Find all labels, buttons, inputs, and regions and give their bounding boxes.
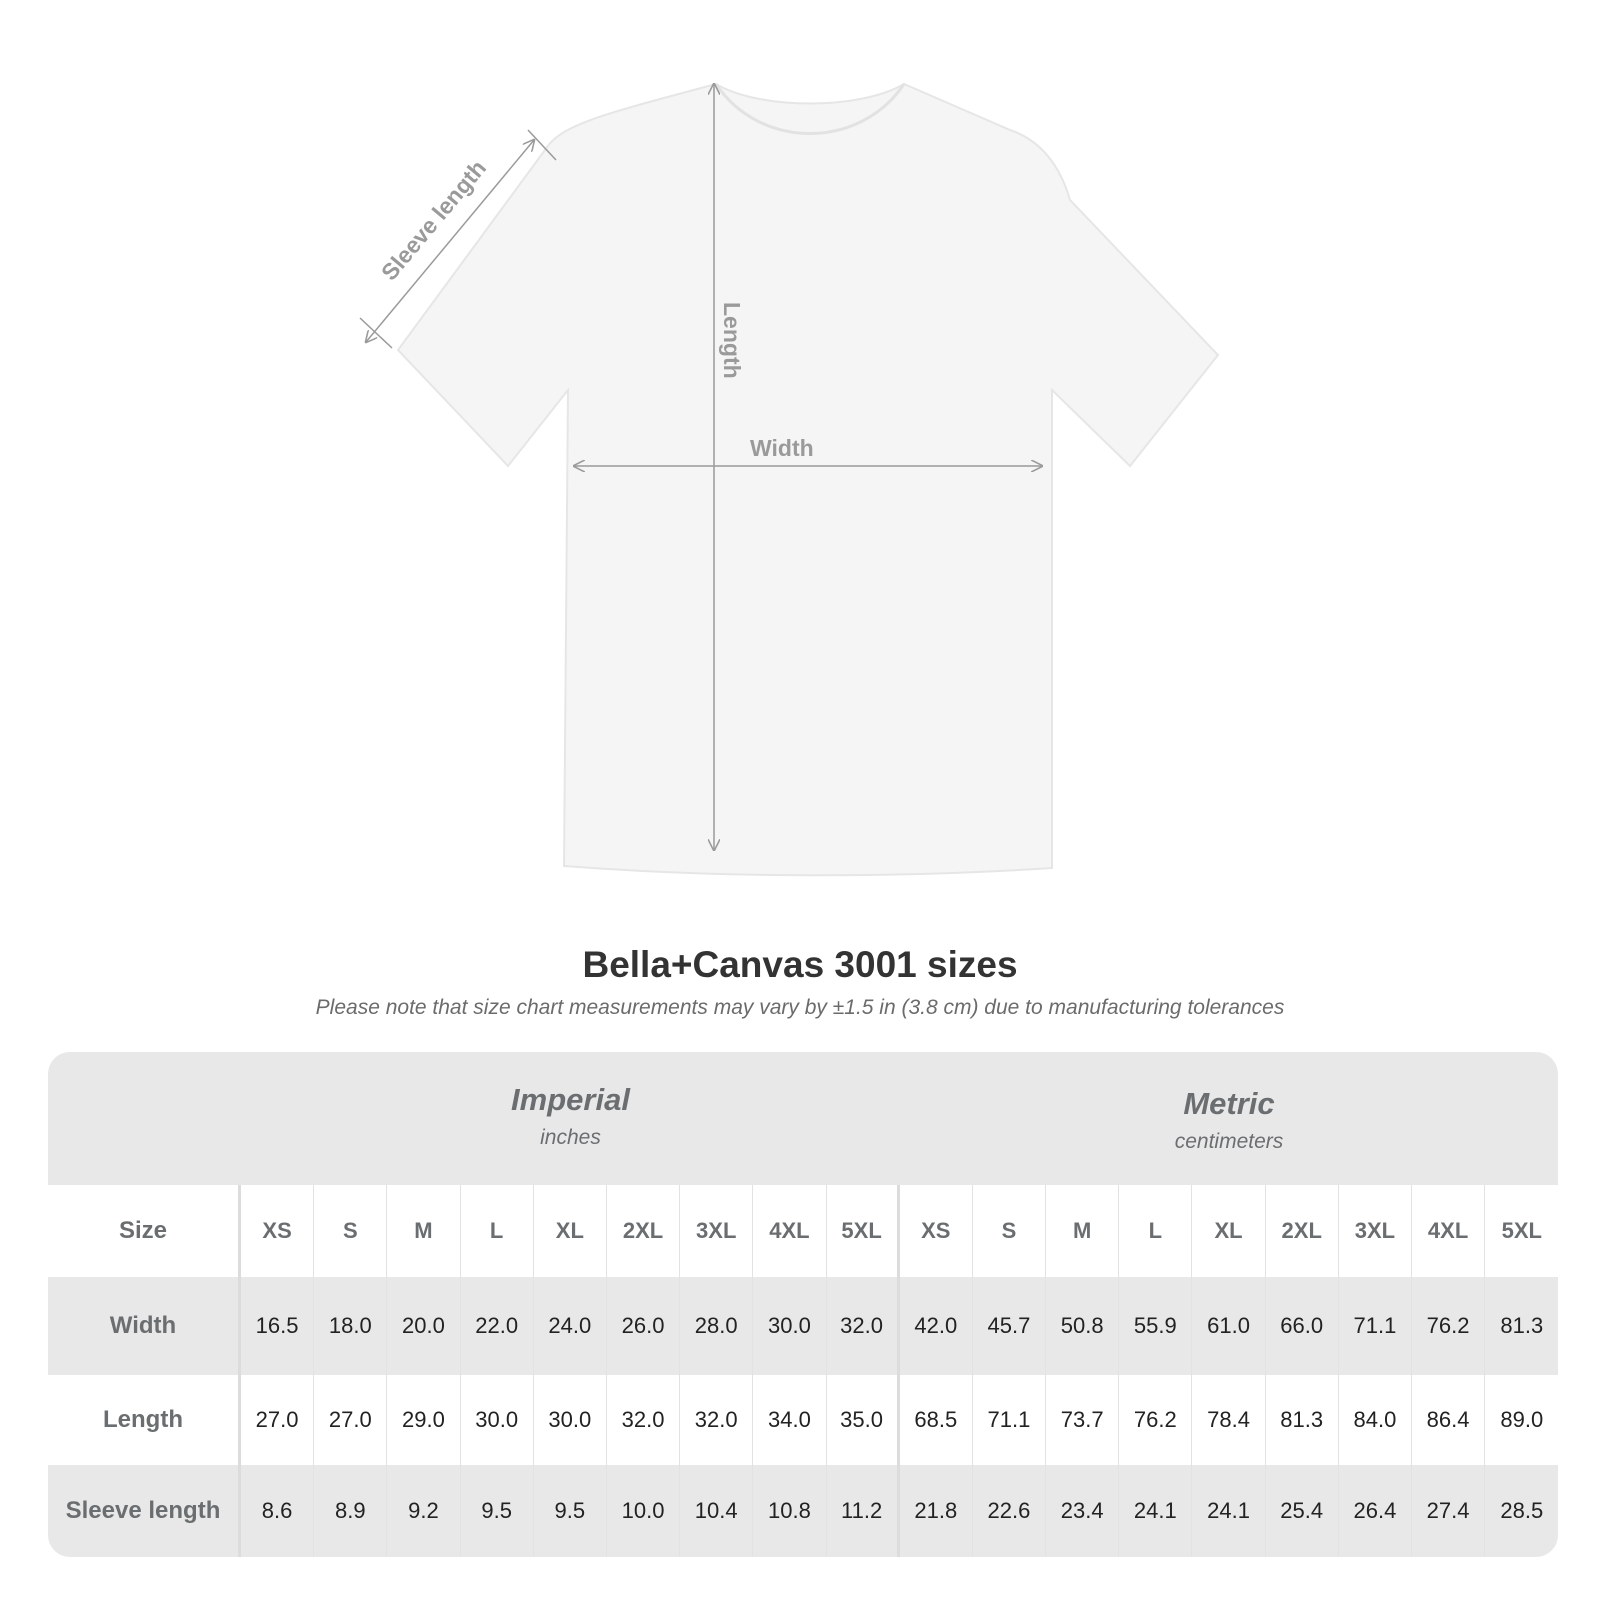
table-cell: 26.0 bbox=[607, 1277, 681, 1375]
table-cell: 27.0 bbox=[241, 1375, 315, 1465]
table-cell: 9.2 bbox=[387, 1465, 461, 1557]
sleeve-arrow bbox=[366, 140, 534, 342]
size-header-metric-m: M bbox=[1046, 1185, 1120, 1277]
size-header-metric-xs: XS bbox=[900, 1185, 973, 1277]
table-cell: 27.4 bbox=[1412, 1465, 1486, 1557]
table-cell: 32.0 bbox=[607, 1375, 681, 1465]
table-cell: 8.9 bbox=[314, 1465, 388, 1557]
metric-header: Metric centimeters bbox=[900, 1086, 1558, 1154]
table-cell: 34.0 bbox=[753, 1375, 827, 1465]
size-header-metric-4xl: 4XL bbox=[1412, 1185, 1486, 1277]
table-cell: 50.8 bbox=[1046, 1277, 1120, 1375]
table-cell: 42.0 bbox=[900, 1277, 973, 1375]
table-cell: 21.8 bbox=[900, 1465, 973, 1557]
table-cell: 86.4 bbox=[1412, 1375, 1486, 1465]
tshirt-image bbox=[396, 82, 1220, 877]
size-header-metric-s: S bbox=[973, 1185, 1047, 1277]
size-header-imperial-s: S bbox=[314, 1185, 388, 1277]
size-header-metric-xl: XL bbox=[1192, 1185, 1266, 1277]
table-cell: 28.0 bbox=[680, 1277, 754, 1375]
size-header-imperial-xs: XS bbox=[241, 1185, 315, 1277]
table-cell: 30.0 bbox=[534, 1375, 607, 1465]
metric-title: Metric bbox=[1183, 1086, 1275, 1121]
table-cell: 30.0 bbox=[753, 1277, 827, 1375]
row-label: Length bbox=[48, 1375, 241, 1465]
table-cell: 23.4 bbox=[1046, 1465, 1120, 1557]
table-cell: 84.0 bbox=[1339, 1375, 1412, 1465]
table-cell: 61.0 bbox=[1192, 1277, 1266, 1375]
table-cell: 71.1 bbox=[973, 1375, 1047, 1465]
table-row: Sleeve length 8.6 8.9 9.2 9.5 9.5 10.0 10.4 10.8… bbox=[48, 1465, 1558, 1557]
table-cell: 22.0 bbox=[461, 1277, 534, 1375]
table-cell: 68.5 bbox=[900, 1375, 973, 1465]
size-header-imperial-3xl: 3XL bbox=[680, 1185, 754, 1277]
row-label: Sleeve length bbox=[48, 1465, 241, 1557]
table-cell: 11.2 bbox=[827, 1465, 900, 1557]
size-header-metric-2xl: 2XL bbox=[1266, 1185, 1339, 1277]
table-cell: 76.2 bbox=[1119, 1375, 1193, 1465]
size-header-metric-l: L bbox=[1119, 1185, 1193, 1277]
size-header-imperial-l: L bbox=[461, 1185, 534, 1277]
table-cell: 10.0 bbox=[607, 1465, 681, 1557]
table-cell: 26.4 bbox=[1339, 1465, 1412, 1557]
size-header-imperial-2xl: 2XL bbox=[607, 1185, 681, 1277]
size-header-imperial-m: M bbox=[387, 1185, 461, 1277]
table-cell: 22.6 bbox=[973, 1465, 1047, 1557]
table-cell: 27.0 bbox=[314, 1375, 388, 1465]
table-cell: 35.0 bbox=[827, 1375, 900, 1465]
table-cell: 25.4 bbox=[1266, 1465, 1339, 1557]
table-cell: 9.5 bbox=[534, 1465, 607, 1557]
table-cell: 10.8 bbox=[753, 1465, 827, 1557]
table-cell: 9.5 bbox=[461, 1465, 534, 1557]
imperial-header: Imperial inches bbox=[241, 1082, 900, 1150]
size-header-imperial-xl: XL bbox=[534, 1185, 607, 1277]
table-cell: 29.0 bbox=[387, 1375, 461, 1465]
size-header-imperial-4xl: 4XL bbox=[753, 1185, 827, 1277]
size-table: Imperial inches Metric centimeters Size X… bbox=[48, 1052, 1558, 1557]
row-label: Width bbox=[48, 1277, 241, 1375]
metric-unit: centimeters bbox=[1174, 1130, 1284, 1153]
length-label: Length bbox=[719, 302, 745, 379]
table-cell: 32.0 bbox=[680, 1375, 754, 1465]
table-cell: 30.0 bbox=[461, 1375, 534, 1465]
sizes-header-row: Size XS S M L XL 2XL 3XL 4XL 5XL XS S M L XL 2XL 3XL 4XL 5… bbox=[48, 1185, 1558, 1277]
table-cell: 24.1 bbox=[1192, 1465, 1266, 1557]
size-header-metric-3xl: 3XL bbox=[1339, 1185, 1412, 1277]
table-row: Length 27.0 27.0 29.0 30.0 30.0 32.0 32.0 34.0 35… bbox=[48, 1375, 1558, 1465]
table-cell: 10.4 bbox=[680, 1465, 754, 1557]
table-cell: 16.5 bbox=[241, 1277, 315, 1375]
size-header-metric-5xl: 5XL bbox=[1501, 1218, 1542, 1243]
tshirt-diagram: Sleeve length Length Width bbox=[359, 0, 1220, 877]
table-cell: 24.0 bbox=[534, 1277, 607, 1375]
table-cell: 8.6 bbox=[241, 1465, 315, 1557]
table-cell: 20.0 bbox=[387, 1277, 461, 1375]
table-cell: 18.0 bbox=[314, 1277, 388, 1375]
size-header-label: Size bbox=[48, 1185, 241, 1277]
imperial-unit: inches bbox=[540, 1126, 601, 1149]
size-header-imperial-5xl: 5XL bbox=[827, 1185, 900, 1277]
table-cell: 24.1 bbox=[1119, 1465, 1193, 1557]
tolerance-note: Please note that size chart measurements… bbox=[315, 996, 1285, 1019]
table-cell: 28.5 bbox=[1500, 1498, 1544, 1523]
table-cell: 81.3 bbox=[1266, 1375, 1339, 1465]
table-cell: 89.0 bbox=[1500, 1407, 1544, 1432]
table-cell: 81.3 bbox=[1500, 1313, 1544, 1338]
table-cell: 66.0 bbox=[1266, 1277, 1339, 1375]
table-cell: 76.2 bbox=[1412, 1277, 1486, 1375]
table-cell: 32.0 bbox=[827, 1277, 900, 1375]
table-cell: 78.4 bbox=[1192, 1375, 1266, 1465]
table-header-band bbox=[48, 1052, 1558, 1185]
table-row: Width 16.5 18.0 20.0 22.0 24.0 26.0 28.0 30.0 32.… bbox=[48, 1277, 1558, 1375]
page-title: Bella+Canvas 3001 sizes bbox=[582, 944, 1018, 985]
table-cell: 45.7 bbox=[973, 1277, 1047, 1375]
table-cell: 73.7 bbox=[1046, 1375, 1120, 1465]
table-cell: 71.1 bbox=[1339, 1277, 1412, 1375]
width-label: Width bbox=[750, 435, 814, 461]
imperial-title: Imperial bbox=[511, 1082, 630, 1117]
table-cell: 55.9 bbox=[1119, 1277, 1193, 1375]
